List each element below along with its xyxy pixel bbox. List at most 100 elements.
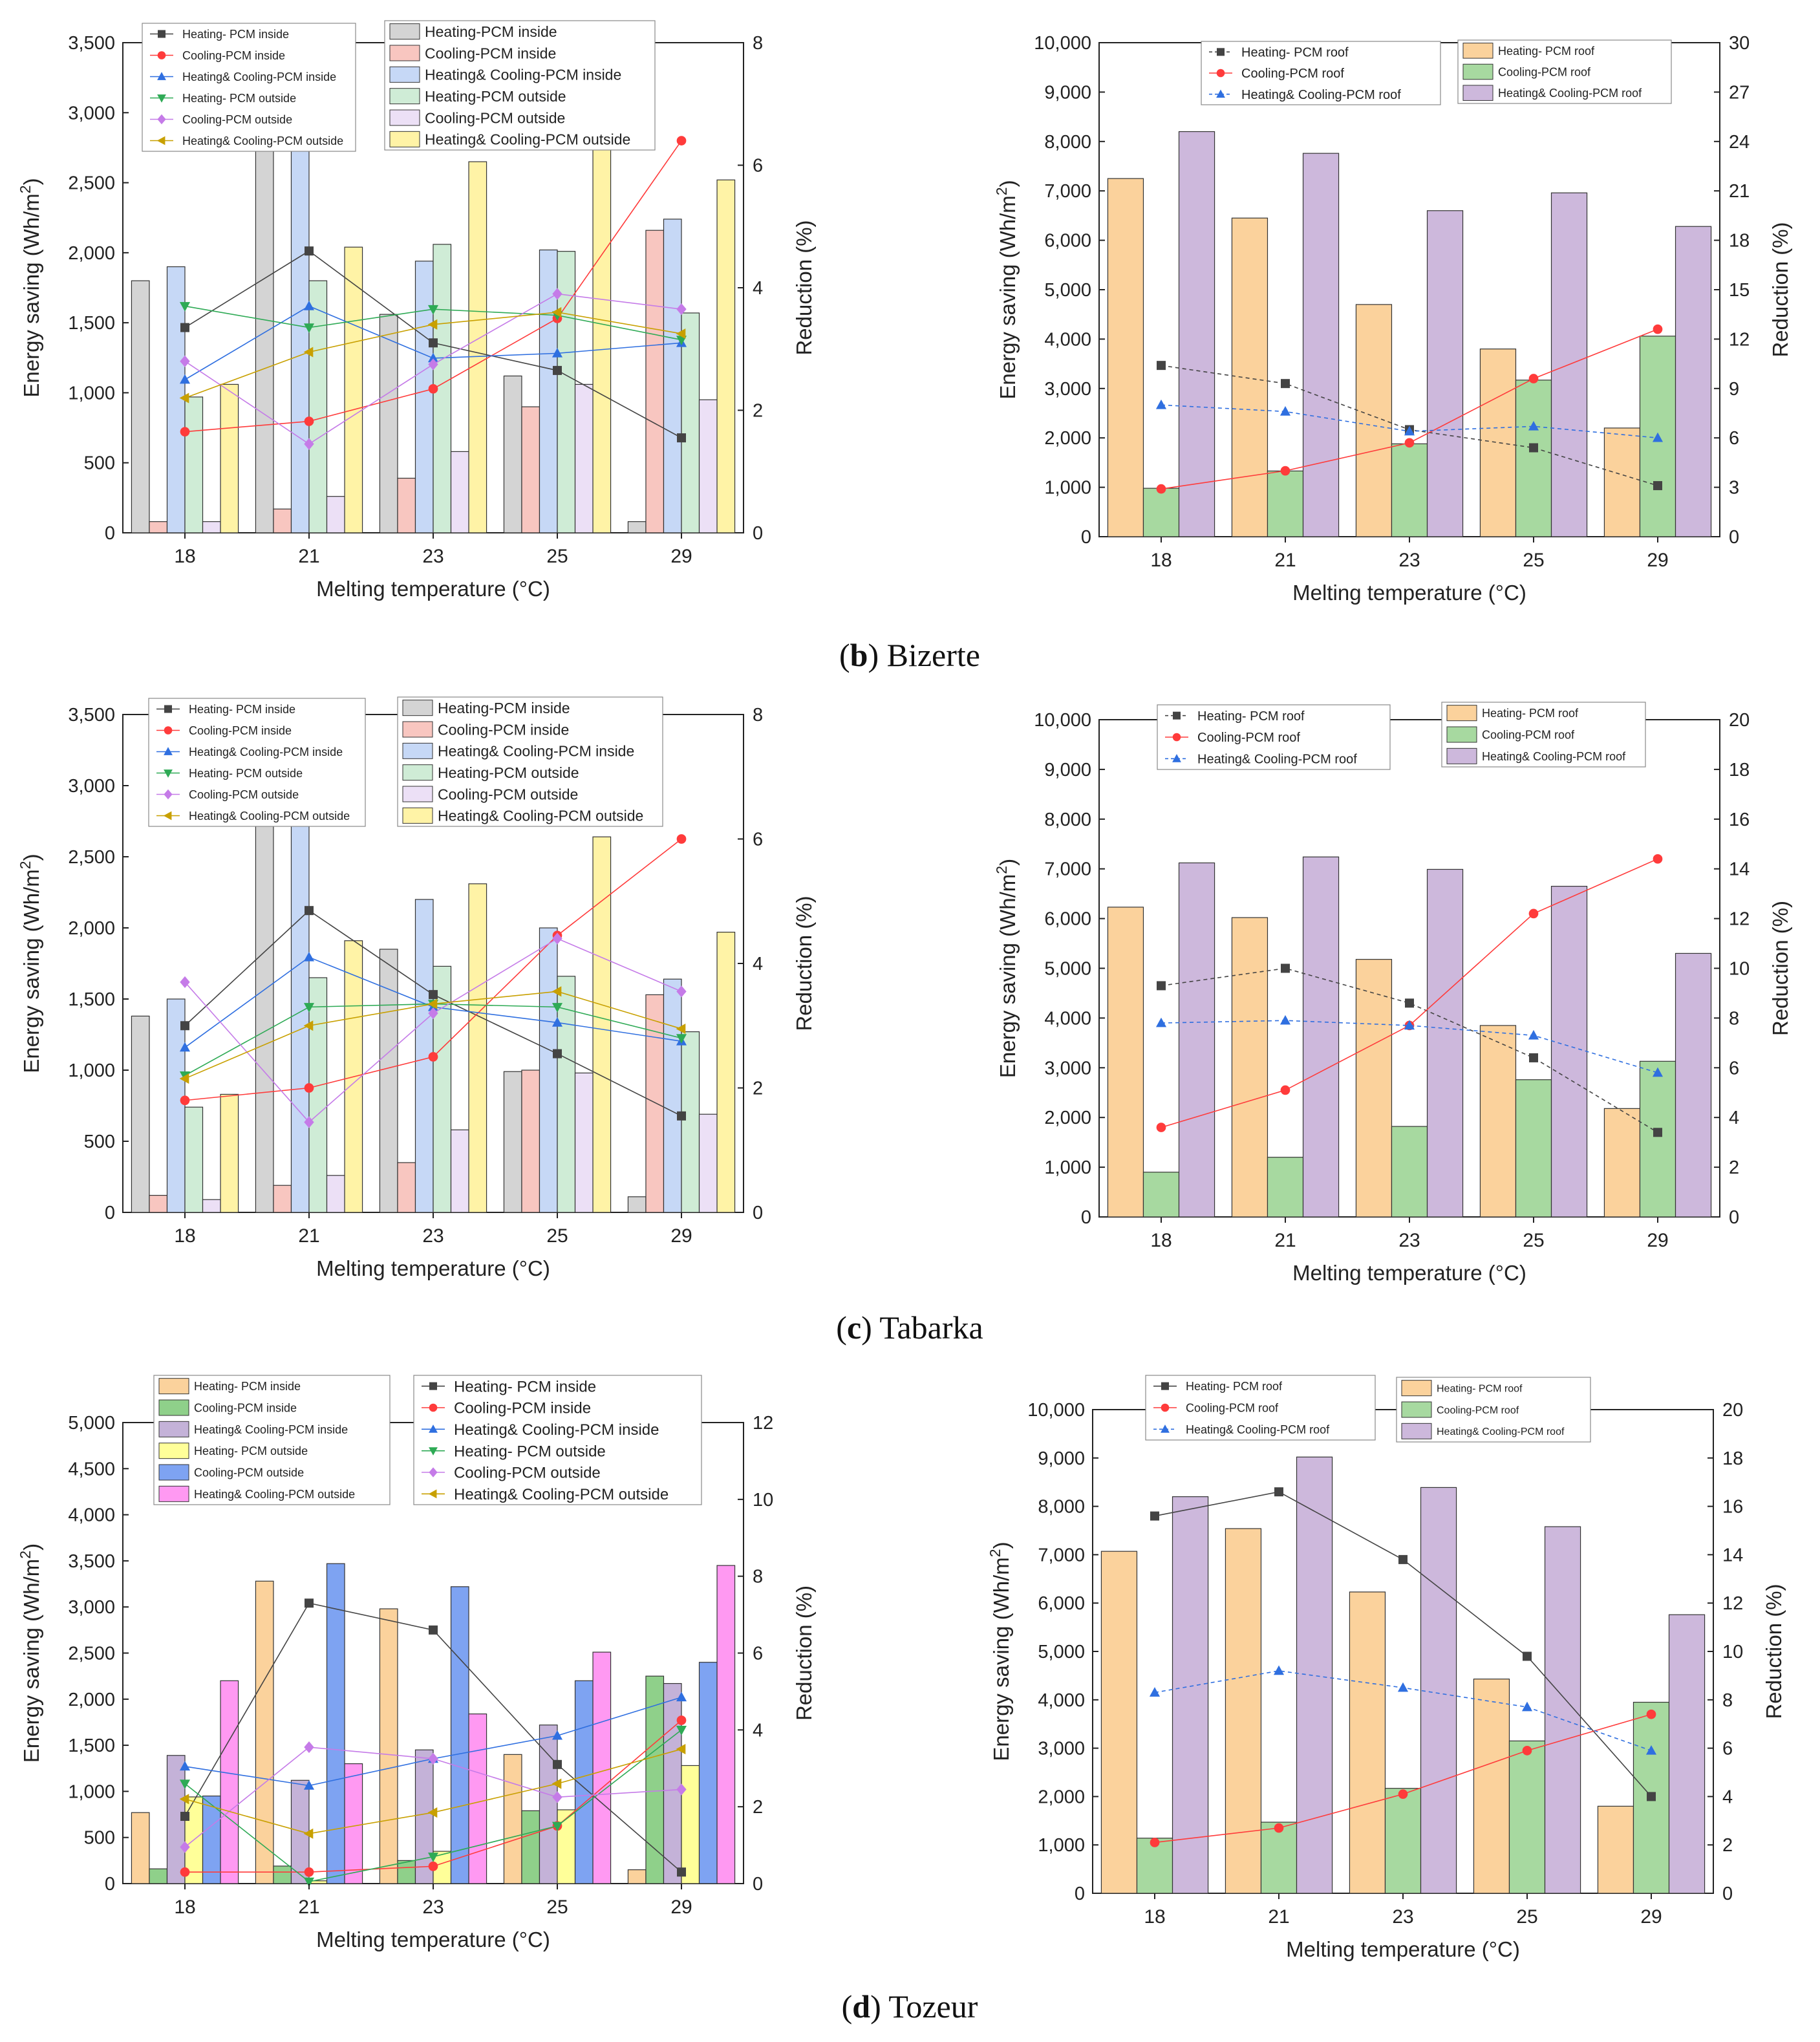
x-tick-label: 18 — [1150, 1230, 1172, 1251]
bar — [255, 777, 274, 1213]
bar — [1296, 1456, 1333, 1894]
data-point — [1274, 1823, 1284, 1833]
data-point — [552, 932, 562, 945]
y-tick-label: 2,000 — [1038, 1787, 1085, 1807]
y2-tick-label: 12 — [753, 1413, 773, 1434]
y-tick-label: 1,000 — [1044, 1157, 1091, 1178]
legend-bar-swatch — [158, 1421, 189, 1437]
data-point — [1280, 1085, 1290, 1095]
bar — [1225, 1528, 1262, 1894]
data-point — [303, 951, 315, 962]
data-point — [1157, 361, 1166, 371]
data-point — [428, 358, 438, 371]
y-tick-label: 8,000 — [1044, 132, 1091, 153]
legend-bar-swatch — [158, 1485, 189, 1502]
y-tick-label: 9,000 — [1044, 760, 1091, 780]
data-point — [179, 374, 191, 384]
y-tick-label: 6,000 — [1044, 231, 1091, 252]
legend-marker — [1161, 1424, 1170, 1433]
legend-label: Heating-PCM inside — [425, 23, 557, 40]
y-tick-label: 4,500 — [68, 1459, 115, 1479]
chart-bizerte-roof: 0 1,000 2,000 3,000 4,000 5,000 6,000 7,000 8,00… — [993, 33, 1792, 605]
data-point — [677, 433, 686, 443]
data-point — [1150, 1838, 1160, 1847]
bar — [592, 102, 612, 533]
legend-bar-swatch — [402, 764, 433, 781]
data-point — [1653, 854, 1663, 864]
y-tick-label: 500 — [84, 1828, 115, 1849]
bar — [1675, 226, 1712, 537]
data-point — [305, 1598, 314, 1608]
legend-label: Heating& Cooling-PCM outside — [438, 808, 643, 824]
legend-label: Heating- PCM inside — [454, 1378, 596, 1395]
bar — [1603, 427, 1641, 537]
y-tick-label: 2,500 — [68, 847, 115, 868]
bar — [1349, 1591, 1386, 1894]
bar — [681, 1765, 700, 1884]
bar — [450, 1586, 469, 1884]
bar — [539, 927, 558, 1213]
y-tick-label: 3,000 — [68, 103, 115, 124]
legend-label: Cooling-PCM outside — [425, 109, 565, 126]
bar — [414, 261, 434, 533]
bar — [1479, 349, 1517, 537]
data-point — [179, 1761, 191, 1771]
data-point — [676, 834, 687, 844]
legend-marker — [1216, 69, 1225, 78]
data-point — [429, 1625, 438, 1635]
bar — [557, 1809, 576, 1884]
y2-tick-label: 20 — [1722, 1400, 1743, 1421]
data-point — [677, 1867, 686, 1877]
legend-bar-swatch — [389, 88, 420, 105]
legend-label: Cooling-PCM outside — [454, 1465, 601, 1482]
data-point — [553, 365, 562, 375]
data-point — [303, 1780, 315, 1790]
bar — [131, 1812, 150, 1884]
legend-bar-swatch — [402, 807, 433, 824]
y2-tick-label: 2 — [753, 1079, 763, 1099]
data-point — [552, 288, 562, 300]
x-tick-label: 25 — [546, 546, 568, 567]
y-tick-label: 3,000 — [1038, 1739, 1085, 1759]
bar — [503, 375, 522, 533]
bar — [326, 496, 345, 533]
data-point — [180, 323, 189, 332]
data-point — [1279, 1015, 1291, 1025]
chart-tozeur-roof: 0 1,000 2,000 3,000 4,000 5,000 6,000 7,000 8,00… — [987, 1375, 1786, 1961]
y-tick-label: 0 — [105, 523, 115, 544]
y2-tick-label: 0 — [1722, 1884, 1733, 1904]
x-tick-label: 25 — [1523, 1230, 1544, 1251]
legend-bar-swatch — [158, 1399, 189, 1416]
data-point — [179, 1779, 191, 1789]
bar — [1267, 1157, 1304, 1218]
data-point — [304, 1867, 314, 1877]
bar — [468, 161, 487, 533]
data-point — [1404, 1020, 1415, 1030]
legend-label: Heating- PCM outside — [194, 1445, 308, 1457]
data-point — [180, 1095, 190, 1106]
caption-bizerte: (b) Bizerte — [839, 637, 980, 673]
data-point — [551, 1822, 563, 1832]
x-tick-label: 29 — [670, 1225, 692, 1247]
data-point — [428, 1752, 438, 1765]
x-tick-label: 18 — [174, 1897, 195, 1918]
legend-marker — [1217, 48, 1225, 56]
bar — [645, 230, 665, 533]
bar — [1178, 862, 1215, 1218]
bar — [1142, 488, 1180, 537]
data-point — [1653, 481, 1662, 491]
caption-city: Tabarka — [879, 1309, 983, 1346]
legend-label: Heating- PCM roof — [1482, 707, 1579, 720]
bar — [326, 1563, 345, 1884]
legend-label: Heating& Cooling-PCM roof — [1482, 750, 1626, 763]
y2-tick-label: 0 — [1729, 1207, 1739, 1228]
legend-marker — [1172, 733, 1181, 742]
data-point — [1398, 1789, 1408, 1800]
legend-marker — [1173, 711, 1181, 720]
data-point — [676, 336, 687, 345]
legend-bar-swatch — [1446, 705, 1477, 722]
bar — [1302, 153, 1340, 537]
legend-bar-swatch — [389, 131, 420, 147]
x-axis-title: Melting temperature (°C) — [1286, 1937, 1520, 1961]
data-point — [180, 1812, 189, 1822]
